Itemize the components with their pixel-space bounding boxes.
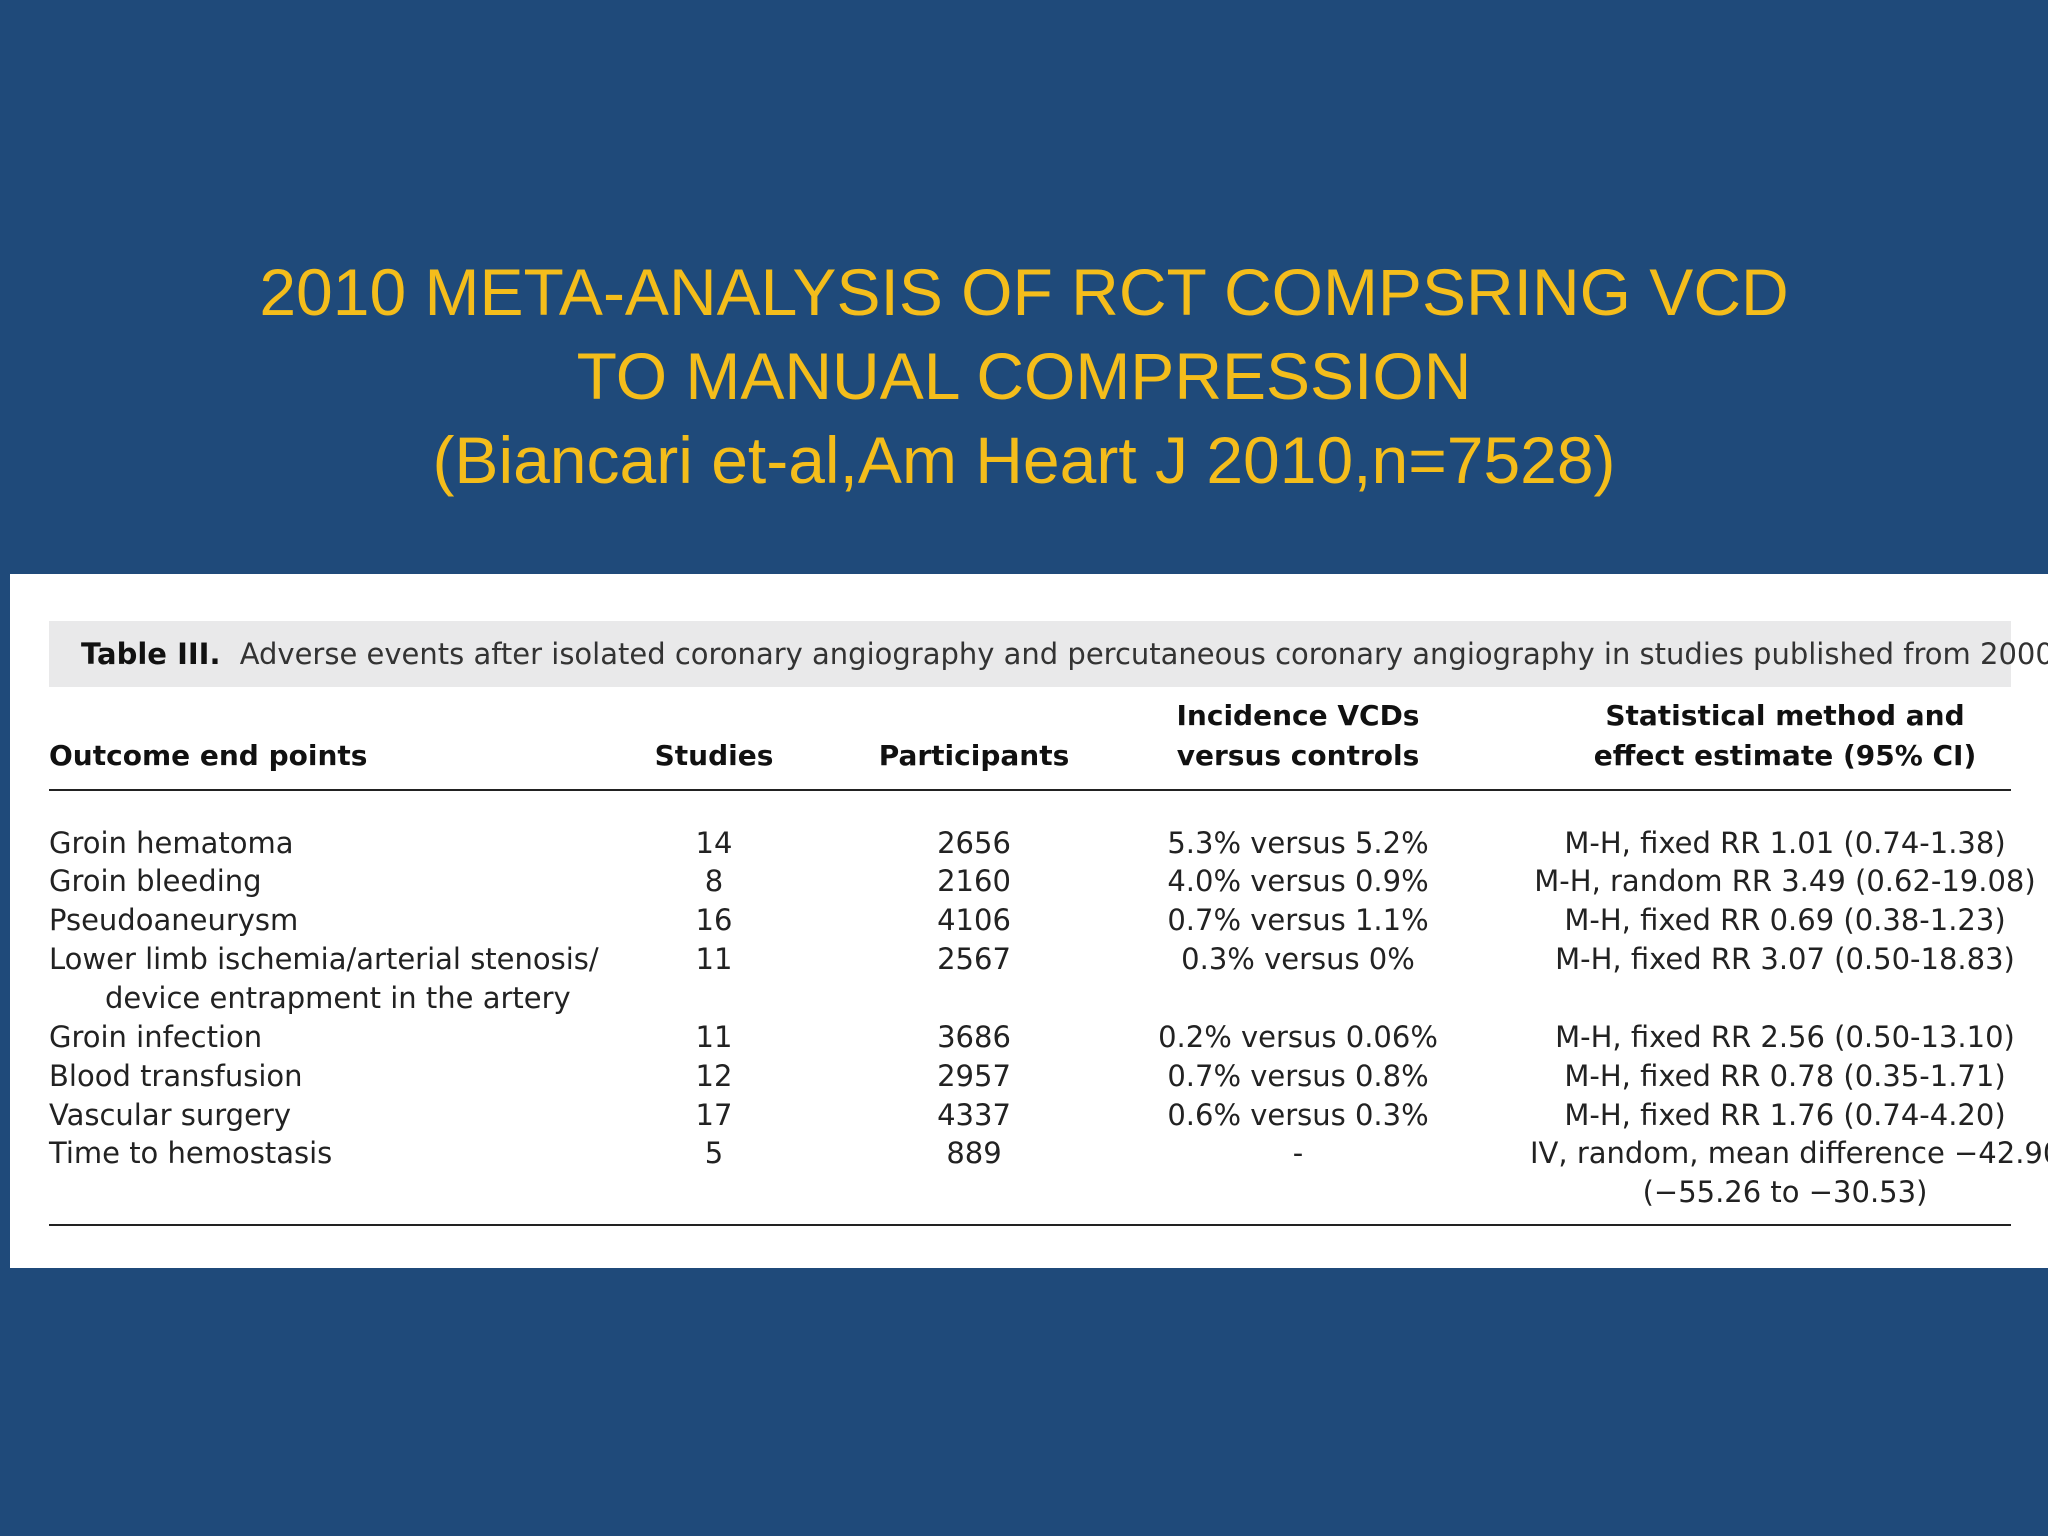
cell-method: M-H, random RR 3.49 (0.62-19.08): [1534, 864, 2036, 898]
cell-outcome: Lower limb ischemia/arterial stenosis/: [49, 942, 599, 976]
cell-participants: 889: [946, 1136, 1002, 1170]
cell-participants: 4337: [937, 1098, 1011, 1132]
cell-studies: 5: [704, 1136, 724, 1170]
cell-incidence: 0.2% versus 0.06%: [1158, 1020, 1438, 1054]
cell-outcome: Groin hematoma: [49, 826, 294, 860]
cell-incidence: 0.3% versus 0%: [1181, 942, 1415, 976]
cell-method: M-H, fixed RR 0.69 (0.38-1.23): [1564, 903, 2006, 937]
cell-incidence: 0.7% versus 0.8%: [1167, 1059, 1429, 1093]
cell-studies: 12: [695, 1059, 733, 1093]
title-line-2: TO MANUAL COMPRESSION: [576, 339, 1472, 413]
cell-outcome: Groin infection: [49, 1020, 263, 1054]
cell-outcome: Vascular surgery: [49, 1098, 291, 1132]
title-line-3: (Biancari et-al,Am Heart J 2010,n=7528): [432, 423, 1616, 497]
cell-studies: 11: [695, 1020, 733, 1054]
table-caption-label: Table III.: [81, 637, 221, 671]
cell-outcome: Blood transfusion: [49, 1059, 303, 1093]
cell-studies: 17: [695, 1098, 733, 1132]
cell-studies: 11: [695, 942, 733, 976]
header-outcome: Outcome end points: [49, 739, 368, 772]
cell-outcome: Groin bleeding: [49, 864, 262, 898]
header-incidence-line1: Incidence VCDs: [1176, 699, 1420, 732]
cell-studies: 16: [695, 903, 733, 937]
header-method-line2: effect estimate (95% CI): [1593, 739, 1977, 772]
cell-participants: 2957: [937, 1059, 1011, 1093]
cell-studies: 8: [704, 864, 724, 898]
cell-participants: 3686: [937, 1020, 1011, 1054]
cell-participants: 2656: [937, 826, 1011, 860]
cell-incidence: -: [1292, 1136, 1304, 1170]
cell-method: M-H, fixed RR 1.01 (0.74-1.38): [1564, 826, 2006, 860]
header-rule: [49, 789, 2011, 791]
cell-outcome-continued: device entrapment in the artery: [105, 981, 571, 1015]
header-incidence-line2: versus controls: [1176, 739, 1420, 772]
cell-participants: 2160: [937, 864, 1011, 898]
cell-studies: 14: [695, 826, 733, 860]
cell-outcome: Time to hemostasis: [49, 1136, 333, 1170]
cell-participants: 2567: [937, 942, 1011, 976]
cell-outcome: Pseudoaneurysm: [49, 903, 299, 937]
table-caption: Table III. Adverse events after isolated…: [49, 621, 2048, 687]
slide-title: 2010 META-ANALYSIS OF RCT COMPSRING VCD …: [0, 250, 2048, 502]
cell-participants: 4106: [937, 903, 1011, 937]
cell-incidence: 4.0% versus 0.9%: [1167, 864, 1429, 898]
header-participants: Participants: [878, 739, 1070, 772]
table-caption-text: Adverse events after isolated coronary a…: [239, 637, 2048, 671]
cell-incidence: 0.6% versus 0.3%: [1167, 1098, 1429, 1132]
title-line-1: 2010 META-ANALYSIS OF RCT COMPSRING VCD: [259, 255, 1789, 329]
cell-method: M-H, fixed RR 0.78 (0.35-1.71): [1564, 1059, 2006, 1093]
header-method-line1: Statistical method and: [1605, 699, 1965, 732]
cell-method: M-H, fixed RR 1.76 (0.74-4.20): [1564, 1098, 2006, 1132]
table-panel: Table III. Adverse events after isolated…: [10, 574, 2048, 1268]
footer-rule: [49, 1224, 2011, 1226]
cell-method: IV, random, mean difference −42.90: [1530, 1136, 2048, 1170]
cell-method-continued: (−55.26 to −30.53): [1642, 1175, 1928, 1209]
header-studies: Studies: [654, 739, 774, 772]
cell-method: M-H, fixed RR 3.07 (0.50-18.83): [1555, 942, 2015, 976]
cell-method: M-H, fixed RR 2.56 (0.50-13.10): [1555, 1020, 2015, 1054]
cell-incidence: 0.7% versus 1.1%: [1167, 903, 1429, 937]
cell-incidence: 5.3% versus 5.2%: [1167, 826, 1429, 860]
